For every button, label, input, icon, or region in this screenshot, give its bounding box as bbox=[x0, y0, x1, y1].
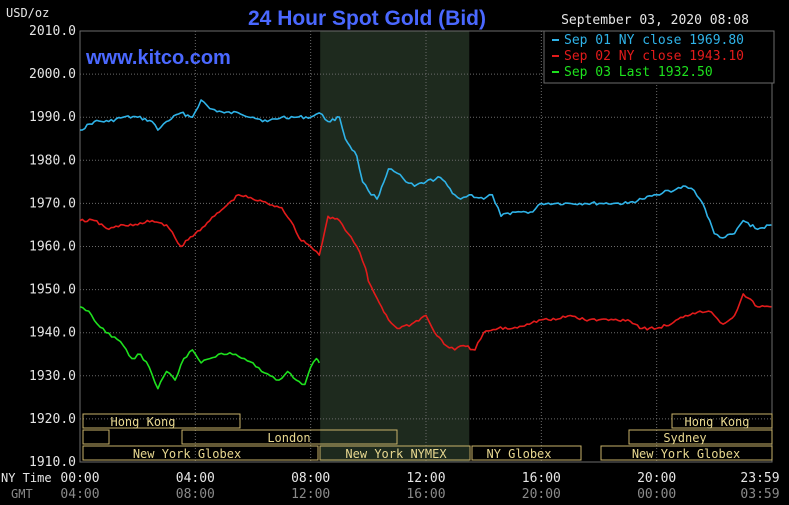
x-tick-label-ny: 16:00 bbox=[522, 471, 561, 486]
x-tick-label-gmt: 04:00 bbox=[60, 487, 99, 502]
x-tick-label-gmt: 16:00 bbox=[406, 487, 445, 502]
session-box-hongkong-right bbox=[671, 413, 773, 429]
x-tick-label-ny: 04:00 bbox=[176, 471, 215, 486]
session-box-globex-right bbox=[600, 445, 773, 461]
legend-item-sep02: Sep 02 NY close 1943.10 bbox=[564, 49, 744, 64]
x-tick-label-gmt: 20:00 bbox=[522, 487, 561, 502]
x-tick-label-gmt: 00:00 bbox=[637, 487, 676, 502]
session-box-nymex bbox=[319, 445, 471, 461]
nymex-session-shade bbox=[320, 31, 470, 462]
y-tick-label: 1920.0 bbox=[29, 412, 76, 427]
market-sessions: Hong Kong Hong Kong London Sydney New Yo… bbox=[82, 413, 773, 461]
y-tick-label: 2010.0 bbox=[29, 24, 76, 39]
series-line-1 bbox=[79, 194, 772, 351]
x-tick-label-gmt: 08:00 bbox=[176, 487, 215, 502]
x-tick-label-ny: 00:00 bbox=[60, 471, 99, 486]
y-tick-label: 1960.0 bbox=[29, 240, 76, 255]
session-box-globex-mid bbox=[471, 445, 582, 461]
chart-timestamp: September 03, 2020 08:08 bbox=[561, 13, 749, 28]
x-axis-label-ny-time: NY Time bbox=[1, 471, 52, 485]
series-line-0 bbox=[79, 99, 772, 239]
session-label-globex-right: New York Globex bbox=[632, 447, 740, 461]
legend-item-sep01: Sep 01 NY close 1969.80 bbox=[564, 33, 744, 48]
session-box-globex-left bbox=[82, 445, 319, 461]
y-tick-label: 1980.0 bbox=[29, 153, 76, 168]
session-box-sydney bbox=[628, 429, 773, 445]
x-tick-label-gmt: 12:00 bbox=[291, 487, 330, 502]
y-tick-label: 1930.0 bbox=[29, 369, 76, 384]
x-tick-label-ny: 12:00 bbox=[406, 471, 445, 486]
legend-item-sep03: Sep 03 Last 1932.50 bbox=[564, 65, 713, 80]
x-tick-label-ny: 08:00 bbox=[291, 471, 330, 486]
x-axis-ticks: 00:00 04:00 08:00 12:00 16:00 20:00 23:5904:00… bbox=[60, 471, 779, 502]
session-label-hongkong-right: Hong Kong bbox=[684, 415, 749, 429]
session-box-london bbox=[181, 429, 398, 445]
x-tick-label-ny: 23:59 bbox=[740, 471, 779, 486]
chart-legend: Sep 01 NY close 1969.80 Sep 02 NY close … bbox=[543, 30, 775, 84]
session-label-nymex: New York NYMEX bbox=[345, 447, 447, 461]
y-tick-label: 1940.0 bbox=[29, 326, 76, 341]
x-axis-label-gmt: GMT bbox=[11, 487, 33, 501]
chart-title: 24 Hour Spot Gold (Bid) bbox=[248, 7, 486, 30]
x-tick-label-gmt: 03:59 bbox=[740, 487, 779, 502]
session-label-london: London bbox=[267, 431, 310, 445]
session-box-asia-stub bbox=[82, 429, 110, 445]
watermark-url: www.kitco.com bbox=[85, 47, 231, 69]
y-tick-label: 1970.0 bbox=[29, 196, 76, 211]
x-tick-label-ny: 20:00 bbox=[637, 471, 676, 486]
legend-box bbox=[543, 30, 775, 84]
y-axis-ticks: 2010.0 2000.0 1990.0 1980.0 1970.0 1960.0 1950… bbox=[29, 24, 76, 470]
session-box-hongkong-left bbox=[82, 413, 241, 429]
session-label-globex-mid: NY Globex bbox=[486, 447, 551, 461]
y-axis-unit: USD/oz bbox=[6, 6, 49, 20]
y-tick-label: 2000.0 bbox=[29, 67, 76, 82]
session-label-globex-left: New York Globex bbox=[133, 447, 241, 461]
y-tick-label: 1990.0 bbox=[29, 110, 76, 125]
y-tick-label: 1910.0 bbox=[29, 455, 76, 470]
y-tick-label: 1950.0 bbox=[29, 283, 76, 298]
series-line-2 bbox=[79, 306, 321, 390]
session-label-hongkong-left: Hong Kong bbox=[110, 415, 175, 429]
session-label-sydney: Sydney bbox=[663, 431, 706, 445]
plot-frame bbox=[79, 30, 773, 463]
